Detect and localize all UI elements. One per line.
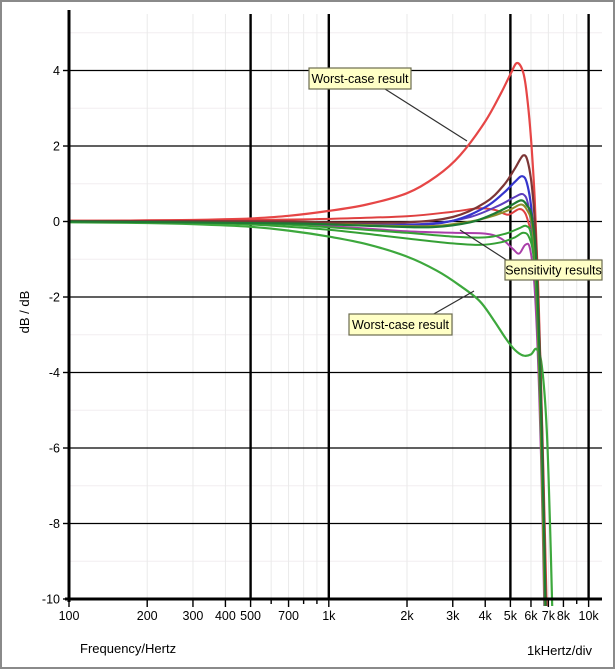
- x-tick-label: 6k: [524, 609, 538, 623]
- curve-worst-case-low: [68, 221, 554, 606]
- annotation-label: Sensitivity results: [505, 264, 602, 278]
- curve-sensitivity-red: [68, 207, 547, 606]
- annotation-leader-line: [459, 229, 509, 262]
- x-tick-label: 500: [240, 609, 261, 623]
- x-tick-label: 400: [215, 609, 236, 623]
- annotation-leader-line: [431, 290, 475, 316]
- curve-sensitivity-purple: [68, 220, 546, 606]
- y-tick-label: 4: [53, 64, 60, 78]
- annotation-2[interactable]: Worst-case result: [348, 290, 475, 336]
- x-tick-label: 2k: [400, 609, 414, 623]
- y-tick-label: -6: [49, 442, 60, 456]
- x-tick-label: 100: [59, 609, 80, 623]
- curve-sensitivity-blue: [68, 175, 547, 606]
- major-gridlines: [67, 14, 602, 600]
- annotation-box[interactable]: [308, 67, 412, 90]
- x-tick-label: 8k: [557, 609, 571, 623]
- y-tick-label: 0: [53, 215, 60, 229]
- y-tick-label: -4: [49, 366, 60, 380]
- annotation-1[interactable]: Sensitivity results: [459, 229, 603, 281]
- y-tick-label: 2: [53, 140, 60, 154]
- x-tick-label: 1k: [322, 609, 336, 623]
- x-axis-title: Frequency/Hertz: [80, 641, 176, 656]
- x-div-label: 1kHertz/div: [527, 643, 593, 658]
- curve-sensitivity-olive: [68, 203, 546, 606]
- annotation-box[interactable]: [348, 313, 453, 336]
- x-tick-label: 200: [137, 609, 158, 623]
- axes: [65, 10, 602, 602]
- curve-sensitivity-green-a: [68, 220, 547, 606]
- y-tick-label: -10: [42, 593, 60, 607]
- x-tick-label: 7k: [542, 609, 556, 623]
- x-tick-label: 10k: [579, 609, 600, 623]
- annotation-leader-line: [384, 88, 468, 142]
- annotation-label: Worst-case result: [352, 318, 450, 332]
- x-tick-label: 5k: [504, 609, 518, 623]
- y-tick-labels: 4 2 0 -2 -4 -6 -8 -10: [42, 64, 69, 607]
- x-tick-label: 4k: [479, 609, 493, 623]
- curve-sensitivity-green-b: [68, 220, 546, 606]
- curves: [68, 61, 554, 606]
- x-tick-label: 700: [278, 609, 299, 623]
- annotation-box[interactable]: [504, 259, 603, 281]
- minor-gridlines: [69, 14, 602, 599]
- curve-sensitivity-dark-green: [68, 199, 547, 606]
- curve-worst-case-high: [68, 61, 548, 606]
- x-tick-label: 3k: [446, 609, 460, 623]
- y-tick-label: -2: [49, 291, 60, 305]
- x-tick-labels: 100 200 300 400 500 700 1k 2k 3k 4k 5k 6k 7k 8k 10k: [59, 600, 600, 623]
- y-axis-title: dB / dB: [17, 291, 32, 334]
- curve-sensitivity-violet: [68, 192, 546, 606]
- y-tick-label: -8: [49, 517, 60, 531]
- x-tick-label: 300: [183, 609, 204, 623]
- annotation-0[interactable]: Worst-case result: [308, 67, 468, 142]
- annotation-label: Worst-case result: [311, 72, 409, 86]
